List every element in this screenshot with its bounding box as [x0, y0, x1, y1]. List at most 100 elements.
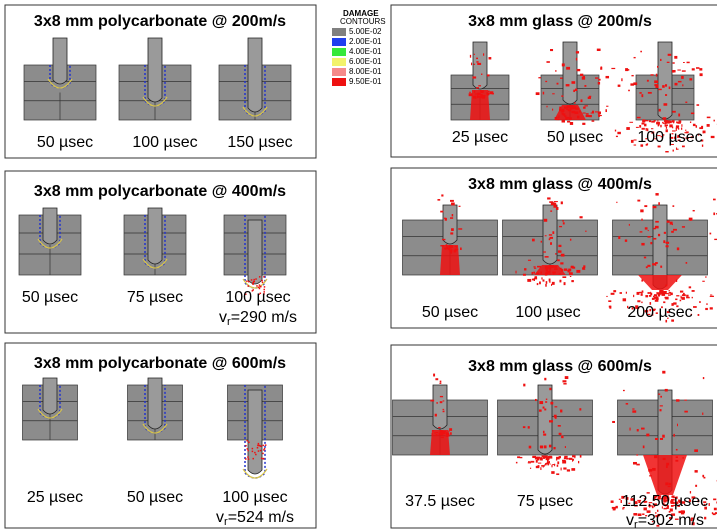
damage-fragment — [538, 463, 541, 464]
damage-fragment — [598, 79, 600, 81]
damage-fragment — [713, 120, 714, 122]
damage-fragment — [589, 115, 592, 117]
damage-fragment — [515, 271, 516, 274]
velocity-symbol: v — [626, 512, 634, 529]
damage-fragment — [605, 109, 606, 112]
damage-fragment — [666, 245, 669, 247]
projectile — [563, 42, 577, 104]
damage-fragment — [476, 87, 479, 88]
damage-fragment — [672, 205, 674, 207]
damage-fragment — [534, 268, 536, 269]
damage-fragment — [700, 73, 703, 76]
damage-fragment — [665, 151, 668, 152]
damage-fragment — [707, 117, 711, 119]
damage-fragment — [523, 426, 526, 428]
time-label: 112.50 µsec — [622, 493, 708, 510]
damage-fragment — [520, 457, 523, 458]
damage-fragment — [633, 295, 634, 297]
damage-fragment — [663, 117, 667, 120]
damage-fragment — [552, 282, 555, 285]
damage-fragment — [667, 221, 670, 223]
damage-fragment — [545, 401, 547, 403]
damage-fragment — [626, 127, 630, 130]
damage-fragment — [639, 292, 642, 293]
damage-fragment — [647, 292, 649, 294]
damage-fragment — [712, 512, 713, 514]
damage-fragment — [584, 85, 586, 87]
damage-fragment — [664, 232, 666, 234]
damage-fragment — [480, 85, 481, 86]
damage-fragment — [534, 278, 537, 280]
damage-fragment — [660, 266, 662, 268]
damage-fragment — [620, 292, 622, 294]
time-label: 75 µsec — [127, 289, 183, 306]
damage-fragment — [664, 103, 668, 106]
time-label: 200 µsec — [627, 304, 692, 321]
damage-fragment — [641, 293, 643, 296]
damage-fragment — [546, 61, 549, 63]
damage-fragment — [562, 63, 565, 66]
damage-fragment — [709, 503, 710, 506]
damage-fragment — [549, 420, 553, 422]
damage-fragment — [558, 250, 562, 252]
damage-fragment — [528, 462, 531, 463]
damage-fragment — [606, 296, 607, 297]
damage-fragment — [613, 290, 616, 292]
time-label: 50 µsec — [547, 129, 603, 146]
damage-fragment — [628, 90, 630, 92]
damage-fragment — [556, 207, 559, 210]
damage-fragment — [459, 206, 461, 207]
damage-fragment — [555, 417, 557, 419]
damage-fragment — [687, 62, 690, 64]
residual-velocity: vr=524 m/s — [216, 509, 294, 528]
damage-fragment — [550, 464, 551, 465]
damage-fragment — [552, 231, 554, 234]
damage-fragment — [696, 125, 697, 127]
damage-fragment — [563, 467, 566, 469]
damage-fragment — [643, 446, 645, 449]
damage-fragment — [440, 396, 443, 397]
damage-fragment — [663, 291, 667, 294]
damage-fragment — [443, 411, 445, 413]
damage-fragment — [667, 62, 670, 63]
damage-fragment — [600, 67, 602, 69]
time-label: 100 µsec — [225, 289, 290, 306]
time-label: 50 µsec — [422, 304, 478, 321]
damage-fragment — [683, 62, 685, 63]
damage-fragment — [566, 84, 570, 86]
damage-fragment — [556, 459, 557, 460]
damage-fragment — [570, 122, 573, 125]
damage-fragment — [474, 54, 475, 55]
damage-fragment — [673, 62, 675, 63]
damage-fragment — [469, 92, 470, 93]
damage-fragment — [450, 232, 453, 234]
damage-fragment — [658, 202, 660, 205]
damage-fragment — [566, 67, 570, 70]
damage-fragment — [659, 109, 661, 112]
damage-fragment — [629, 428, 630, 431]
damage-fragment — [261, 280, 263, 282]
damage-fragment — [698, 314, 700, 316]
damage-fragment — [677, 122, 680, 124]
damage-fragment — [619, 499, 621, 500]
damage-fragment — [649, 295, 651, 297]
damage-fragment — [570, 276, 571, 277]
legend-label: 9.50E-01 — [349, 77, 382, 86]
damage-fragment — [558, 245, 561, 247]
damage-fragment — [682, 84, 683, 86]
damage-fragment — [580, 74, 583, 76]
damage-fragment — [261, 458, 263, 460]
damage-fragment — [564, 282, 566, 285]
damage-fragment — [580, 455, 582, 458]
panel: 3x8 mm glass @ 600m/s37.5 µsec75 µsec112… — [391, 345, 717, 530]
damage-fragment — [623, 390, 625, 391]
damage-fragment — [710, 296, 714, 297]
damage-fragment — [440, 211, 443, 213]
damage-fragment — [571, 280, 574, 282]
damage-fragment — [618, 85, 621, 87]
damage-fragment — [253, 281, 255, 283]
damage-fragment — [557, 461, 559, 464]
damage-fragment — [552, 109, 553, 111]
damage-fragment — [562, 380, 566, 382]
damage-fragment — [678, 81, 682, 82]
